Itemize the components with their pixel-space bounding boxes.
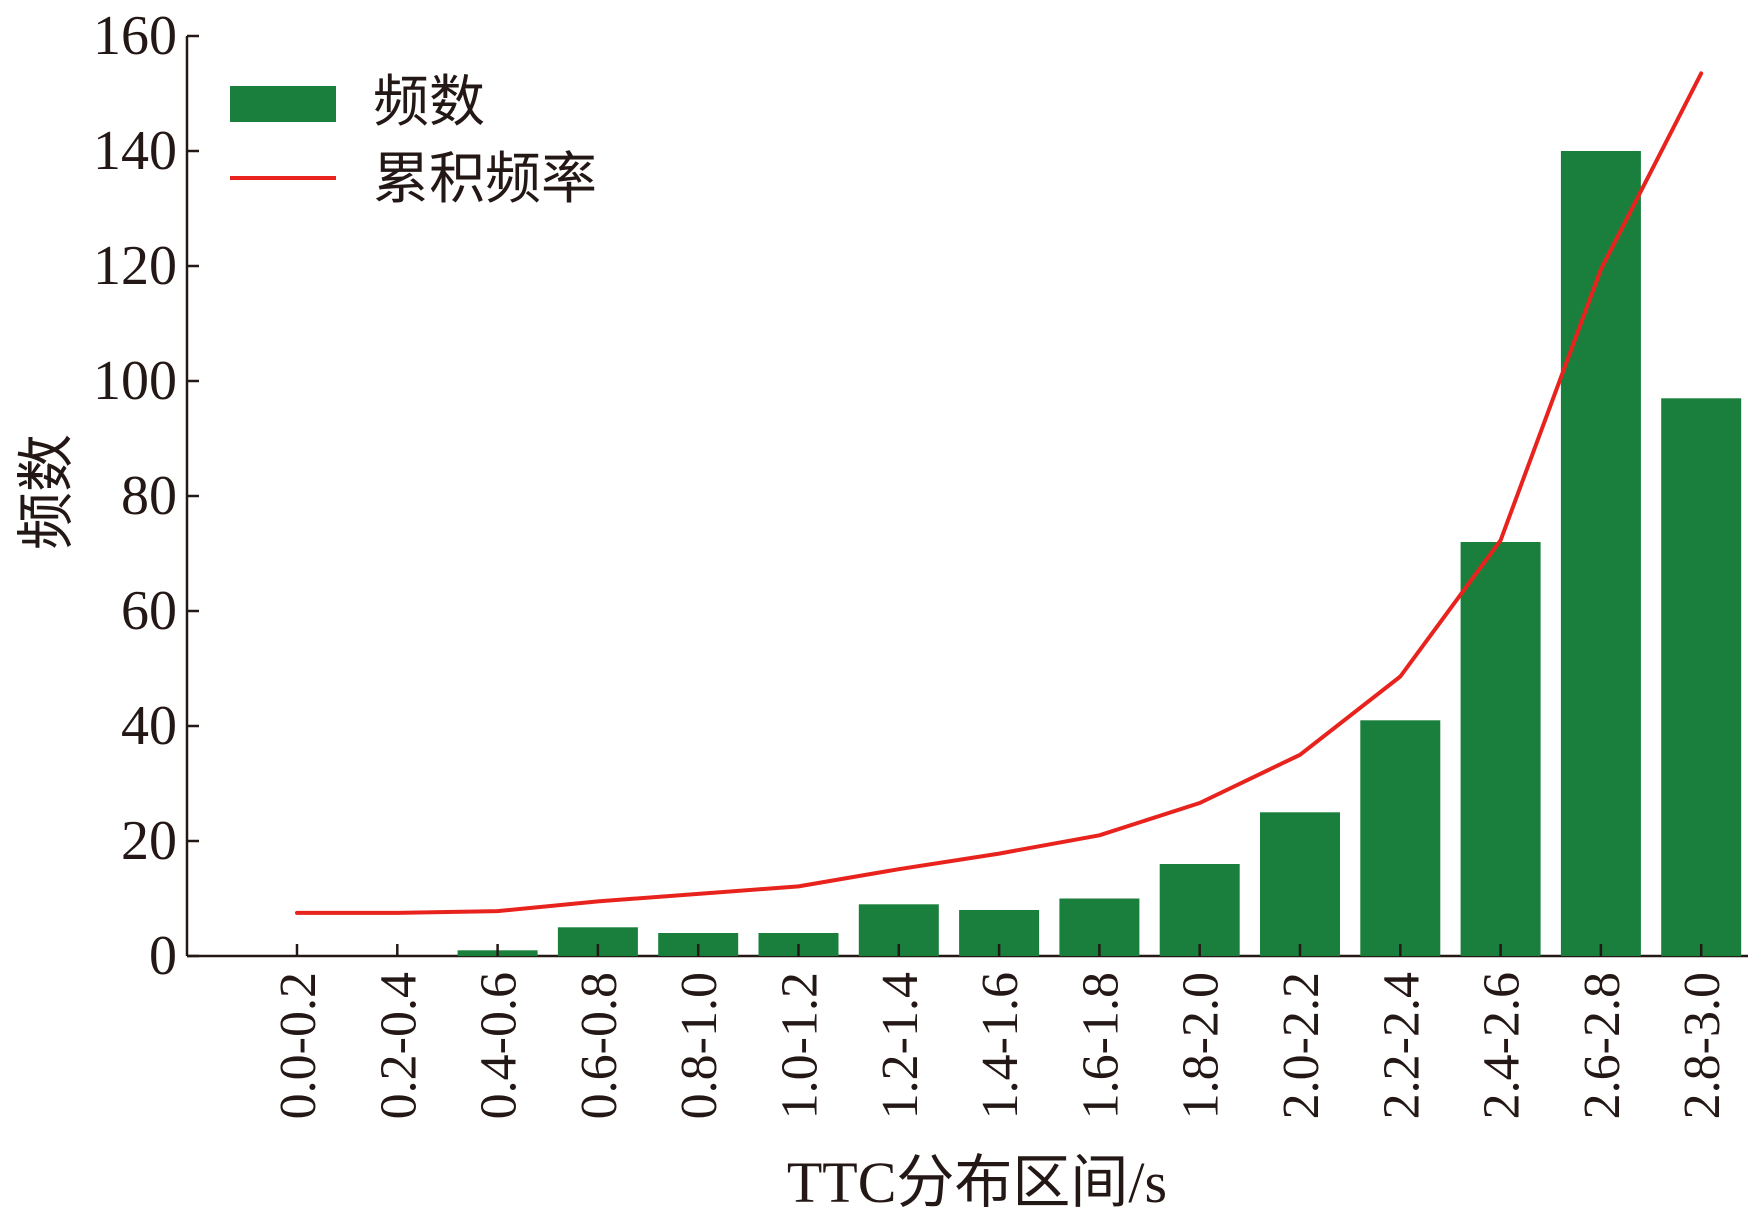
line-series (295, 71, 1704, 915)
legend-bar-swatch (230, 86, 336, 122)
legend: 频数 累积频率 (230, 72, 597, 211)
y-tick-label: 20 (121, 810, 177, 872)
x-tick-label: 1.6-1.8 (1072, 972, 1129, 1119)
x-tick-label: 2.6-2.8 (1574, 972, 1631, 1119)
y-axis-title: 频数 (14, 434, 79, 550)
bar-1.8-2.0 (1159, 864, 1240, 956)
legend-bar-label: 频数 (373, 72, 485, 134)
x-tick-label: 0.6-0.8 (571, 972, 628, 1119)
x-tick-label: 2.8-3.0 (1674, 972, 1731, 1119)
bar-2.0-2.2 (1260, 812, 1340, 957)
y-tick-label: 80 (121, 465, 177, 527)
x-ticks: 0.0-0.2 0.2-0.4 0.4-0.6 0.6-0.8 0.8-1.0 1.0-1… (270, 944, 1731, 1119)
y-tick-label: 100 (93, 350, 177, 412)
y-tick-label: 140 (93, 120, 177, 182)
x-tick-label: 2.0-2.2 (1273, 972, 1330, 1119)
x-tick-label: 1.0-1.2 (772, 972, 829, 1119)
x-axis-title: TTC分布区间/s (787, 1150, 1167, 1215)
y-ticks: 0 20 40 60 80 100 120 140 160 (93, 5, 199, 987)
bar-2.4-2.6 (1460, 542, 1541, 956)
x-tick-label: 0.4-0.6 (471, 972, 528, 1119)
x-tick-label: 1.8-2.0 (1173, 972, 1230, 1119)
x-tick-label: 2.4-2.6 (1474, 972, 1531, 1119)
x-tick-label: 0.8-1.0 (671, 972, 728, 1119)
legend-line-label: 累积频率 (373, 149, 597, 211)
x-tick-label: 1.4-1.6 (972, 972, 1029, 1119)
x-tick-label: 1.2-1.4 (872, 972, 929, 1119)
x-tick-label: 0.2-0.4 (370, 972, 427, 1119)
x-tick-label: 0.0-0.2 (270, 972, 327, 1119)
bar-2.2-2.4 (1360, 720, 1441, 957)
x-tick-label: 2.2-2.4 (1373, 972, 1430, 1119)
y-tick-label: 160 (93, 5, 177, 67)
cumulative-frequency-line (295, 71, 1704, 915)
bar-2.6-2.8 (1560, 151, 1641, 956)
bar-2.8-3.0 (1661, 398, 1742, 957)
y-tick-label: 60 (121, 580, 177, 642)
y-tick-label: 40 (121, 695, 177, 757)
y-tick-label: 0 (149, 925, 177, 987)
y-tick-label: 120 (93, 235, 177, 297)
